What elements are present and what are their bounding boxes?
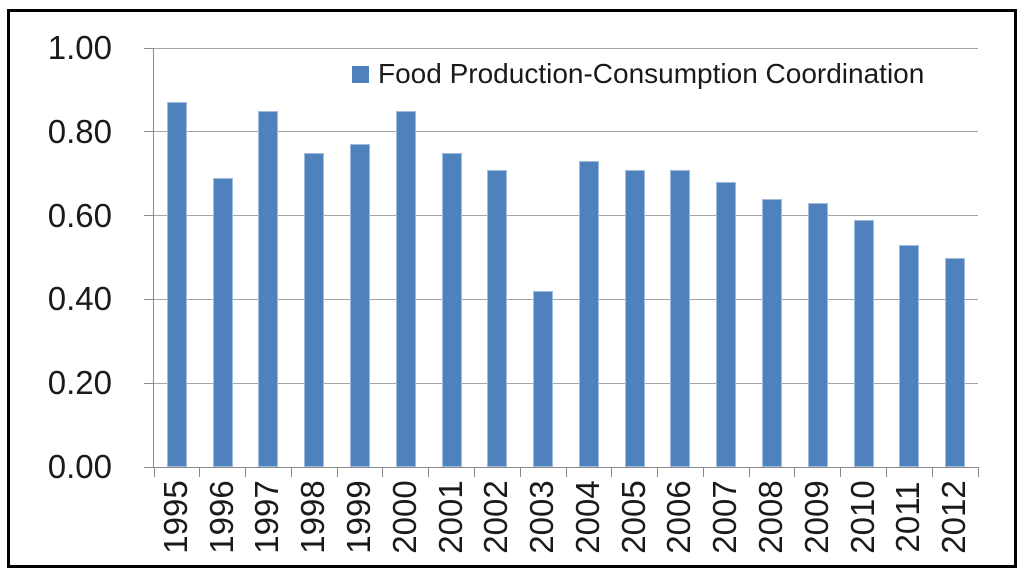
y-axis-tick xyxy=(144,466,154,468)
x-axis-label: 1995 xyxy=(156,480,194,554)
y-axis-tick xyxy=(144,215,154,217)
x-axis-label: 2011 xyxy=(889,481,927,553)
bar xyxy=(166,102,187,467)
y-axis-label: 0.60 xyxy=(47,196,112,234)
x-axis-tick xyxy=(519,467,521,477)
x-axis-label: 1999 xyxy=(340,480,377,554)
x-axis-label: 1998 xyxy=(294,480,332,554)
bar xyxy=(899,244,920,467)
x-axis-tick xyxy=(657,467,659,477)
y-axis-label: 0.40 xyxy=(47,280,112,318)
x-axis-tick xyxy=(382,467,384,477)
y-axis-label: 0.80 xyxy=(47,112,112,150)
x-axis-tick xyxy=(245,467,247,477)
x-axis-tick xyxy=(977,467,979,477)
bar xyxy=(762,198,782,467)
bar xyxy=(533,291,554,467)
x-axis-tick xyxy=(428,467,430,477)
x-axis-tick xyxy=(840,467,842,477)
x-axis-label: 2003 xyxy=(523,480,561,554)
gridline xyxy=(154,382,978,384)
x-axis-label: 2001 xyxy=(431,480,469,554)
x-axis-label: 2005 xyxy=(614,480,652,554)
x-axis-tick xyxy=(931,467,933,477)
legend-color-swatch-icon xyxy=(352,65,369,83)
x-axis-label: 2009 xyxy=(797,480,835,554)
legend-label: Food Production-Consumption Coordination xyxy=(378,58,925,89)
y-axis-tick xyxy=(144,47,154,49)
x-axis-tick xyxy=(885,467,887,477)
bar xyxy=(853,219,874,467)
x-axis-tick xyxy=(199,467,201,477)
gridline xyxy=(154,298,978,300)
x-axis-tick xyxy=(748,467,750,477)
y-axis-label: 0.20 xyxy=(47,364,112,402)
bar xyxy=(487,169,508,467)
x-axis-label: 2010 xyxy=(843,480,881,554)
x-axis-tick xyxy=(336,467,338,477)
bar xyxy=(258,110,279,467)
bar xyxy=(945,257,966,467)
bar xyxy=(212,177,233,467)
x-axis-tick xyxy=(153,467,155,477)
x-axis-label: 2012 xyxy=(935,480,973,554)
bar xyxy=(395,110,416,467)
x-axis-tick xyxy=(794,467,796,477)
bar xyxy=(807,203,828,467)
bar xyxy=(304,152,325,467)
plot-area xyxy=(144,47,979,477)
x-axis-tick xyxy=(565,467,567,477)
y-axis-tick xyxy=(144,131,154,133)
x-axis-label: 2008 xyxy=(752,480,789,554)
x-axis-label: 2006 xyxy=(660,480,698,554)
x-axis-label: 2000 xyxy=(385,480,423,554)
bar xyxy=(578,161,599,467)
bar xyxy=(350,144,370,467)
x-axis-label: 1997 xyxy=(248,480,286,554)
gridline xyxy=(154,215,978,217)
bar xyxy=(716,182,737,467)
x-axis-label: 2007 xyxy=(706,480,744,554)
x-axis-label: 2002 xyxy=(477,480,515,554)
gridline xyxy=(154,131,978,133)
y-axis-label: 0.00 xyxy=(47,448,112,485)
x-axis-tick xyxy=(290,467,292,477)
x-axis-label: 2004 xyxy=(568,480,606,554)
y-axis-label: 1.00 xyxy=(47,29,112,66)
bar xyxy=(441,152,462,467)
x-axis-tick xyxy=(611,467,613,477)
gridline xyxy=(154,47,978,49)
y-axis-tick xyxy=(144,382,154,384)
x-axis-label: 1996 xyxy=(202,480,240,554)
chart-legend: Food Production-Consumption Coordination xyxy=(352,58,924,90)
x-axis-tick xyxy=(473,467,475,477)
x-axis-tick xyxy=(702,467,704,477)
y-axis-tick xyxy=(144,298,154,300)
bar xyxy=(670,169,691,467)
bar xyxy=(624,169,645,467)
